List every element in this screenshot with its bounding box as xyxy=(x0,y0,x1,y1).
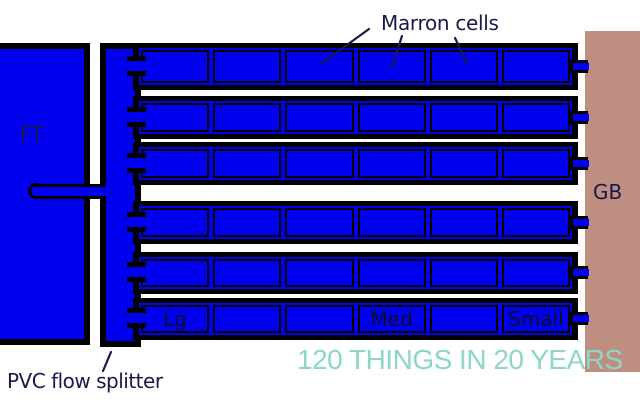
marron-cell xyxy=(285,149,354,178)
marron-cell xyxy=(357,208,426,237)
growbed-drain-pipe xyxy=(573,315,589,322)
marron-cell: Lg xyxy=(141,305,210,333)
marron-cell xyxy=(429,103,498,132)
marron-cell xyxy=(357,103,426,132)
marron-cell-row xyxy=(133,252,578,294)
marron-cell xyxy=(501,259,571,287)
grow-bed xyxy=(585,31,640,372)
marron-cell xyxy=(501,103,571,132)
marron-cell xyxy=(285,208,354,237)
growbed-drain-pipe xyxy=(573,62,589,70)
cell-row-channel xyxy=(139,147,572,180)
marron-cell xyxy=(429,305,498,333)
marron-cell-row xyxy=(133,43,578,90)
marron-cell xyxy=(213,259,282,287)
marron-cell xyxy=(357,259,426,287)
marron-cell xyxy=(285,259,354,287)
tank-to-splitter-pipe xyxy=(36,184,106,199)
cell-size-label: Med xyxy=(370,307,413,331)
cell-size-label: Lg xyxy=(163,307,187,331)
marron-cell xyxy=(285,50,354,83)
marron-cell xyxy=(141,208,210,237)
marron-cell xyxy=(357,50,426,83)
marron-cell-row xyxy=(133,96,578,139)
growbed-drain-pipe xyxy=(573,218,589,226)
marron-cell xyxy=(141,259,210,287)
marron-cell xyxy=(501,208,571,237)
marron-cell xyxy=(141,103,210,132)
marron-cell: Small xyxy=(501,305,571,333)
fish-tank-label: FT xyxy=(20,122,44,146)
splitter-connector-pipe xyxy=(127,111,150,122)
cell-row-channel xyxy=(139,101,572,134)
marron-cells-label: Marron cells xyxy=(381,11,499,35)
marron-cell xyxy=(429,259,498,287)
marron-cell xyxy=(429,208,498,237)
growbed-drain-pipe xyxy=(573,269,589,276)
cell-row-channel xyxy=(139,206,572,239)
growbed-drain-pipe xyxy=(573,113,589,121)
splitter-connector-pipe xyxy=(127,157,150,168)
watermark-text: 120 THINGS IN 20 YEARS xyxy=(297,344,623,375)
marron-cell xyxy=(285,305,354,333)
growbed-drain-pipe xyxy=(573,159,589,167)
marron-cell xyxy=(213,50,282,83)
marron-cell xyxy=(213,103,282,132)
splitter-connector-pipe xyxy=(127,216,150,227)
splitter-connector-pipe xyxy=(127,60,150,71)
grow-bed-label: GB xyxy=(593,180,623,204)
cell-row-channel xyxy=(139,48,572,85)
marron-cell xyxy=(213,208,282,237)
marron-cell-row xyxy=(133,142,578,185)
cell-size-label: Small xyxy=(508,307,564,331)
marron-cell xyxy=(501,50,571,83)
cell-row-channel: Lg Med Small xyxy=(139,303,572,335)
cell-row-channel xyxy=(139,257,572,289)
marron-cell xyxy=(141,149,210,178)
marron-cell xyxy=(141,50,210,83)
flow-splitter-label: PVC flow splitter xyxy=(7,369,163,393)
marron-cell xyxy=(501,149,571,178)
marron-cell xyxy=(213,149,282,178)
splitter-connector-pipe xyxy=(127,267,150,277)
marron-cell: Med xyxy=(357,305,426,333)
flow-splitter-pipe xyxy=(106,49,135,341)
marron-cell-row: Lg Med Small xyxy=(133,298,578,340)
marron-cell xyxy=(213,305,282,333)
marron-cell-row xyxy=(133,201,578,244)
marron-cell xyxy=(285,103,354,132)
splitter-connector-pipe xyxy=(127,313,150,323)
marron-cell xyxy=(429,149,498,178)
marron-cell xyxy=(429,50,498,83)
marron-cell xyxy=(357,149,426,178)
